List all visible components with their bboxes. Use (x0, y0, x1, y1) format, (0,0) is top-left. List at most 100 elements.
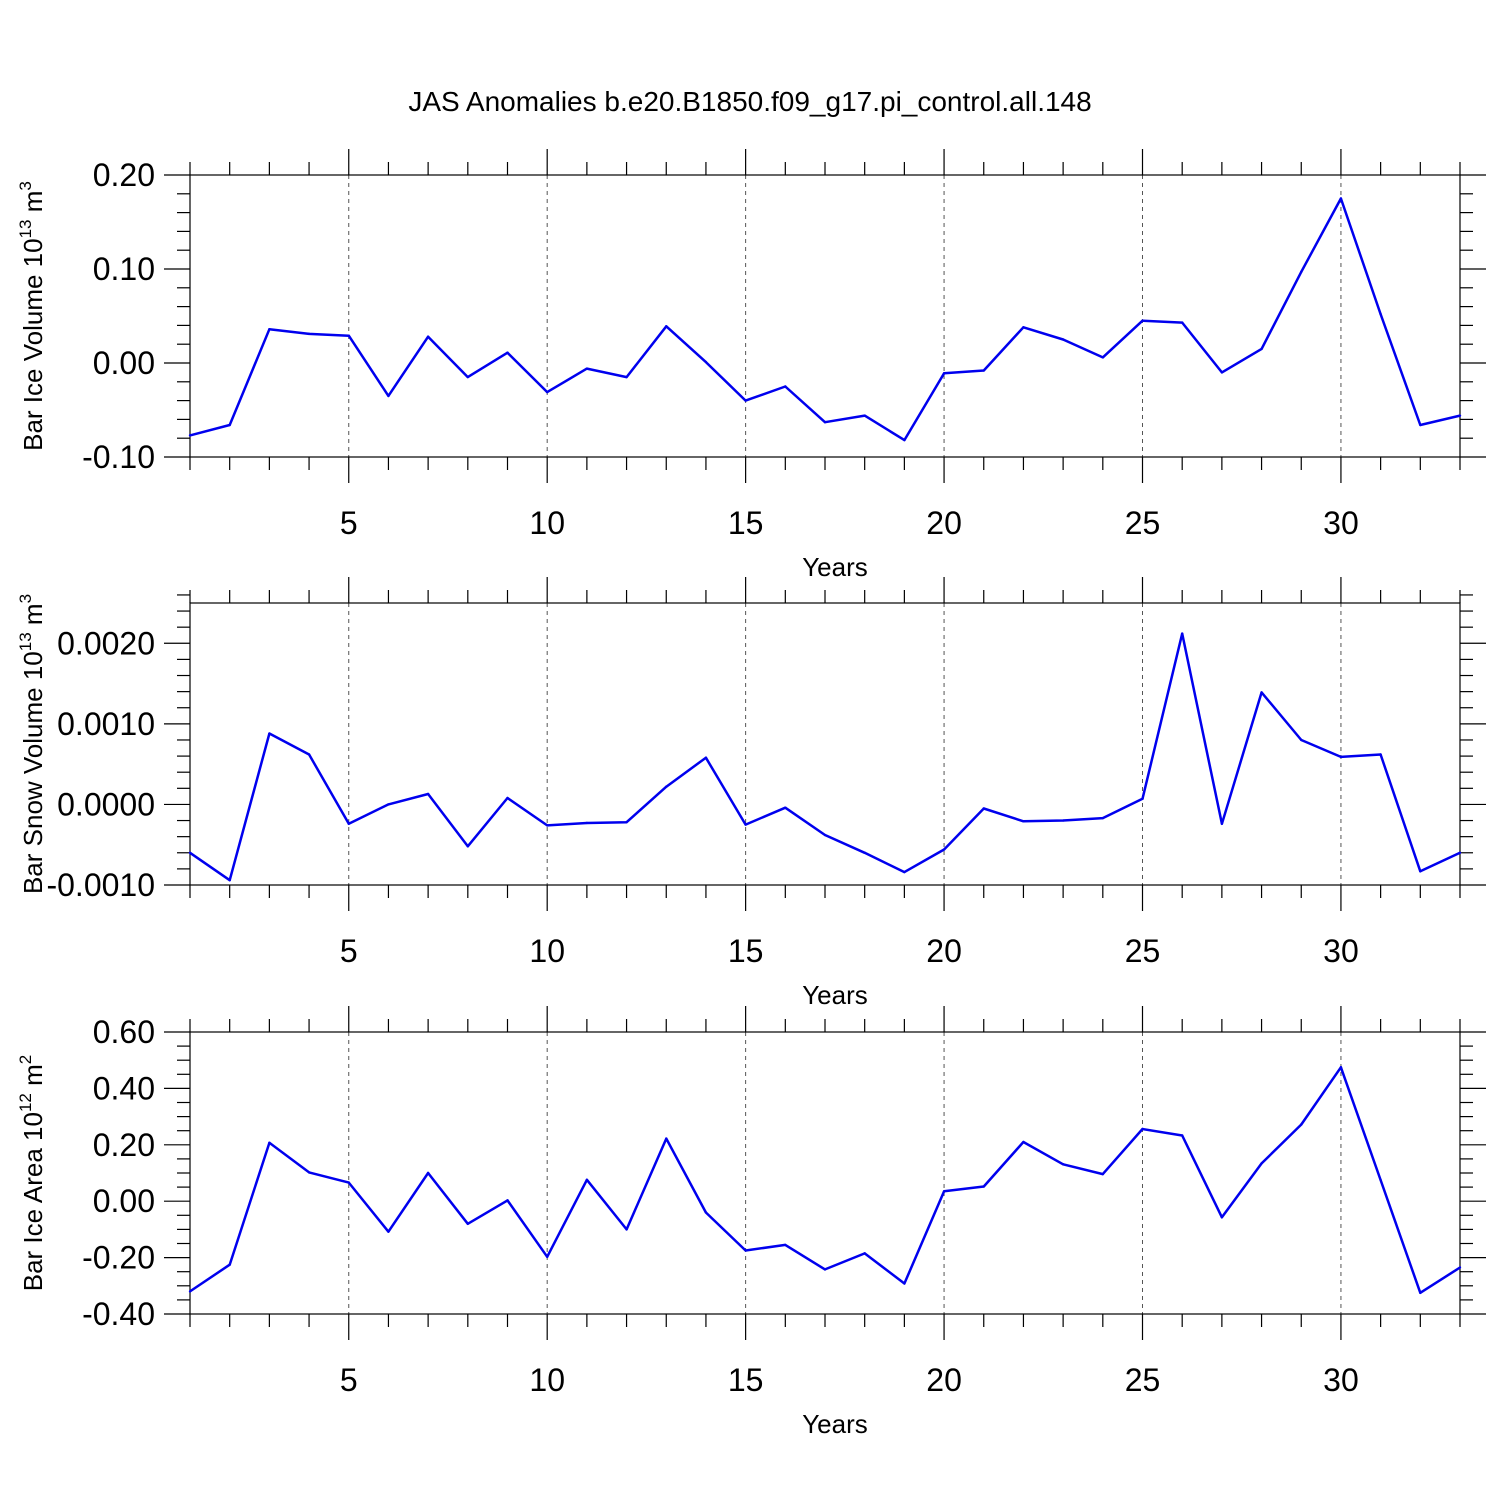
data-point (1220, 1216, 1224, 1219)
x-tick-label: 25 (1125, 1362, 1161, 1398)
data-point (188, 1290, 192, 1293)
data-point (268, 327, 271, 331)
x-tick-label: 30 (1323, 505, 1359, 541)
data-point (1419, 870, 1422, 873)
y-axis-title-text: Bar Ice Volume 10 (18, 238, 48, 450)
data-point (1061, 1163, 1065, 1166)
data-point (466, 375, 470, 379)
x-tick-label: 5 (340, 1362, 358, 1398)
data-point (188, 434, 192, 437)
x-axis-title: Years (802, 1409, 868, 1439)
x-tick-label: 15 (728, 933, 764, 969)
y-tick-label: 0.00 (93, 345, 155, 381)
y-tick-label: 0.40 (93, 1070, 155, 1106)
data-point (903, 438, 906, 442)
data-point (545, 1255, 549, 1258)
y-tick-label: 0.00 (93, 1183, 155, 1219)
data-point (1022, 820, 1025, 823)
data-point (1260, 1162, 1263, 1165)
data-point (506, 796, 509, 800)
chart-title: JAS Anomalies b.e20.B1850.f09_g17.pi_con… (408, 86, 1091, 117)
data-point (1339, 197, 1343, 200)
data-point (1180, 321, 1184, 324)
data-point (1339, 1066, 1343, 1069)
data-point (307, 753, 311, 756)
data-point (665, 785, 668, 788)
data-point (466, 1222, 470, 1225)
data-point (387, 394, 390, 398)
data-point (1379, 1178, 1382, 1182)
data-point (942, 372, 946, 375)
data-point (1300, 738, 1303, 742)
panel-3: -0.40 -0.20 0.00 0.20 0.40 0.60 5 10 15 20 25 30 Yea… (16, 1006, 1486, 1439)
panel-2: -0.0010 0.0000 0.0010 0.0020 5 10 15 20 25 30 Year… (16, 577, 1486, 1010)
y-tick-label: 0.0020 (57, 625, 155, 661)
data-point (1339, 755, 1343, 759)
data-point (585, 367, 589, 370)
data-point (1180, 1134, 1184, 1137)
x-tick-label: 20 (926, 933, 962, 969)
data-point (1419, 1291, 1422, 1295)
y-tick-label: 0.60 (93, 1014, 155, 1050)
y-tick-label: 0.20 (93, 1127, 155, 1163)
x-tick-label: 5 (340, 505, 358, 541)
data-point (1101, 356, 1105, 359)
data-point (506, 1199, 509, 1202)
data-point (704, 360, 708, 364)
y-tick-label: -0.0010 (46, 867, 155, 903)
x-tick-label: 25 (1125, 933, 1161, 969)
data-point (426, 335, 430, 338)
data-point (347, 822, 350, 825)
data-point (1141, 1127, 1144, 1131)
data-point (1220, 371, 1224, 374)
y-axis-title-unit: m (18, 603, 48, 632)
data-point (1141, 319, 1144, 322)
data-point (1458, 414, 1462, 417)
x-axis-title: Years (802, 552, 868, 582)
data-point (1379, 753, 1382, 756)
data-point (268, 732, 271, 735)
y-tick-label: -0.10 (82, 439, 155, 475)
data-point (903, 1282, 906, 1285)
data-point (307, 332, 311, 336)
data-point (942, 1190, 946, 1193)
y-tick-label: 0.10 (93, 251, 155, 287)
data-point (823, 421, 827, 424)
data-point (387, 1230, 390, 1233)
plot-frame (189, 1031, 1461, 1315)
x-tick-label: 10 (529, 933, 565, 969)
y-tick-label: 0.0010 (57, 706, 155, 742)
y-axis-title-exponent: 13 (16, 632, 35, 651)
series-line (189, 632, 1461, 882)
y-axis-title-unit-exponent: 3 (16, 181, 35, 190)
y-tick-label: 0.0000 (57, 786, 155, 822)
data-point (307, 1171, 311, 1174)
data-point (665, 1137, 668, 1140)
data-point (1022, 1140, 1025, 1144)
data-point (347, 334, 350, 337)
series-line (189, 197, 1461, 442)
data-point (1419, 423, 1422, 427)
data-point (744, 399, 747, 402)
y-axis-title-exponent: 13 (16, 219, 35, 238)
y-axis-title: Bar Snow Volume 1013 m3 (16, 594, 48, 894)
data-point (823, 1268, 827, 1271)
data-point (704, 756, 708, 759)
y-tick-label: 0.20 (93, 157, 155, 193)
y-tick-label: -0.40 (82, 1296, 155, 1332)
data-point (1300, 270, 1303, 274)
y-axis-title-exponent: 12 (16, 1093, 35, 1112)
y-axis-title: Bar Ice Area 1012 m2 (16, 1055, 48, 1292)
data-point (506, 351, 509, 354)
x-tick-label: 20 (926, 505, 962, 541)
data-point (982, 807, 985, 810)
data-point (982, 1185, 985, 1188)
data-point (1101, 1172, 1105, 1176)
x-tick-label: 10 (529, 1362, 565, 1398)
data-point (188, 851, 192, 854)
y-tick-label: -0.20 (82, 1240, 155, 1276)
data-point (426, 1171, 430, 1175)
data-point (1061, 338, 1065, 341)
data-point (1300, 1123, 1303, 1126)
